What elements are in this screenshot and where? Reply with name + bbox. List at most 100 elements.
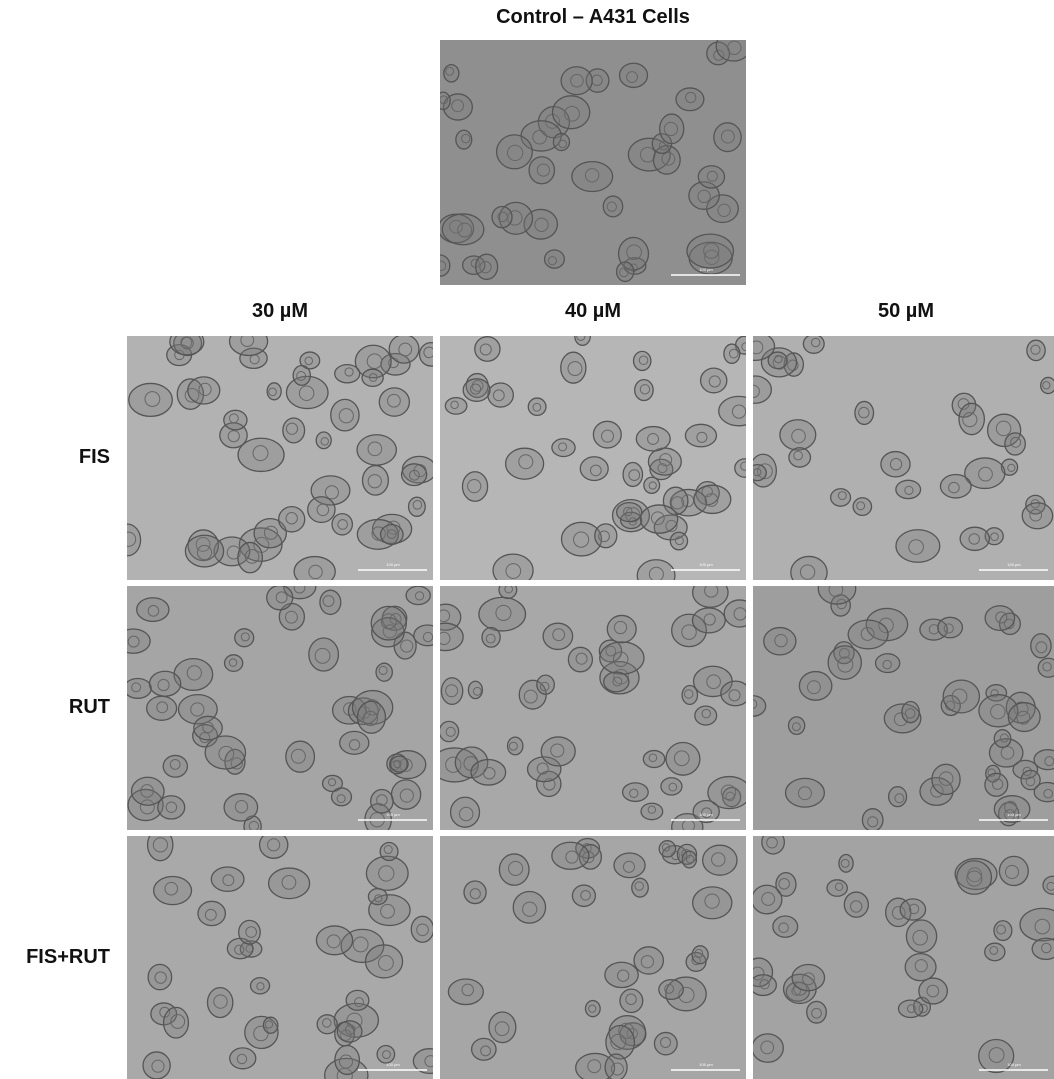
cell xyxy=(543,623,573,649)
cell xyxy=(753,885,782,914)
cell xyxy=(764,628,796,655)
cell xyxy=(513,891,545,923)
scale-bar-label: 100 µm xyxy=(1007,562,1021,567)
cell xyxy=(441,678,462,705)
cell xyxy=(561,67,592,95)
row-label: FIS+RUT xyxy=(0,946,110,969)
cell xyxy=(985,943,1005,961)
cell xyxy=(773,916,798,937)
cell xyxy=(269,868,310,899)
micrograph: 100 µm xyxy=(753,836,1054,1079)
cell xyxy=(606,1026,635,1059)
cell xyxy=(235,629,254,647)
cell xyxy=(267,586,293,610)
cell xyxy=(462,472,487,501)
cell xyxy=(316,432,331,449)
cell xyxy=(390,756,408,772)
cell xyxy=(148,964,171,989)
scale-bar-label: 100 µm xyxy=(386,812,400,817)
cell xyxy=(635,380,653,401)
cell xyxy=(828,646,861,680)
cell xyxy=(685,424,716,446)
cell xyxy=(357,435,396,465)
cell xyxy=(660,114,684,144)
micrograph: 100 µm xyxy=(440,336,746,580)
cell xyxy=(932,764,960,794)
cell xyxy=(661,778,682,795)
cell xyxy=(283,418,305,443)
cell xyxy=(687,234,733,268)
cell xyxy=(163,755,187,777)
cell xyxy=(445,398,467,415)
cell xyxy=(238,438,284,471)
cell xyxy=(780,420,816,450)
cell xyxy=(451,797,480,827)
cell xyxy=(670,532,687,550)
cell xyxy=(362,369,383,386)
cell xyxy=(703,845,737,875)
cell xyxy=(585,1001,600,1017)
cell xyxy=(497,135,533,169)
cell xyxy=(940,475,971,498)
cell xyxy=(332,514,352,535)
cell xyxy=(448,979,483,1005)
cell xyxy=(572,162,613,192)
cell xyxy=(391,780,420,809)
cell xyxy=(568,647,592,672)
cell xyxy=(607,615,636,642)
micrograph: 100 µm xyxy=(440,586,746,830)
cell xyxy=(960,527,989,550)
cell xyxy=(676,88,704,111)
cell xyxy=(753,1034,783,1062)
cell xyxy=(617,503,642,522)
cell xyxy=(476,254,498,279)
cell xyxy=(1005,433,1025,455)
cell xyxy=(724,344,740,363)
cell xyxy=(442,214,484,245)
figure: Control – A431 Cells 30 µM 40 µM 50 µM F… xyxy=(0,0,1054,1079)
cell xyxy=(919,978,947,1004)
cell xyxy=(493,554,533,580)
cell xyxy=(137,598,169,622)
column-header: 40 µM xyxy=(440,300,746,323)
cell xyxy=(753,975,776,996)
cell xyxy=(593,421,621,448)
cell xyxy=(694,485,731,513)
cell xyxy=(905,954,936,981)
cell xyxy=(900,899,925,920)
cell xyxy=(572,885,595,906)
cell xyxy=(855,401,874,424)
column-header: 30 µM xyxy=(127,300,433,323)
cell xyxy=(185,535,223,567)
cell xyxy=(537,675,555,694)
micrograph: 100 µm xyxy=(127,336,433,580)
cell xyxy=(604,672,629,692)
cell xyxy=(943,680,979,713)
cell xyxy=(906,920,936,952)
cell xyxy=(620,989,643,1012)
cell xyxy=(898,1000,922,1017)
cell xyxy=(224,410,247,430)
cell xyxy=(482,627,500,647)
cell xyxy=(1022,503,1052,529)
cell xyxy=(603,196,622,217)
cell xyxy=(666,743,700,776)
cell xyxy=(492,206,512,227)
cell xyxy=(648,448,681,475)
cell xyxy=(293,366,310,386)
cell xyxy=(279,507,305,532)
cell xyxy=(644,477,660,493)
cell xyxy=(762,836,785,854)
cell xyxy=(721,681,746,706)
scale-bar-label: 100 µm xyxy=(386,562,400,567)
cell xyxy=(827,880,847,896)
cell xyxy=(464,881,486,904)
cell xyxy=(1034,750,1054,770)
cell xyxy=(848,620,888,649)
cell xyxy=(636,427,670,451)
cell xyxy=(366,856,408,890)
cell xyxy=(154,876,192,904)
cell xyxy=(317,1015,337,1034)
cell xyxy=(1027,340,1045,360)
cell xyxy=(143,1052,170,1079)
